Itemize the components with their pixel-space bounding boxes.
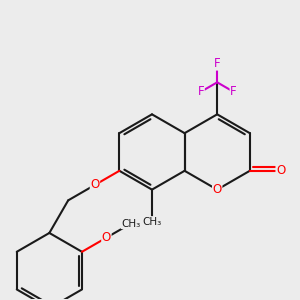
Text: F: F	[198, 85, 204, 98]
Text: O: O	[213, 183, 222, 196]
Text: O: O	[276, 164, 285, 177]
Text: O: O	[90, 178, 100, 191]
Text: F: F	[230, 85, 237, 98]
Text: F: F	[214, 57, 220, 70]
Text: CH₃: CH₃	[121, 219, 140, 229]
Text: O: O	[102, 231, 111, 244]
Text: CH₃: CH₃	[142, 217, 162, 226]
